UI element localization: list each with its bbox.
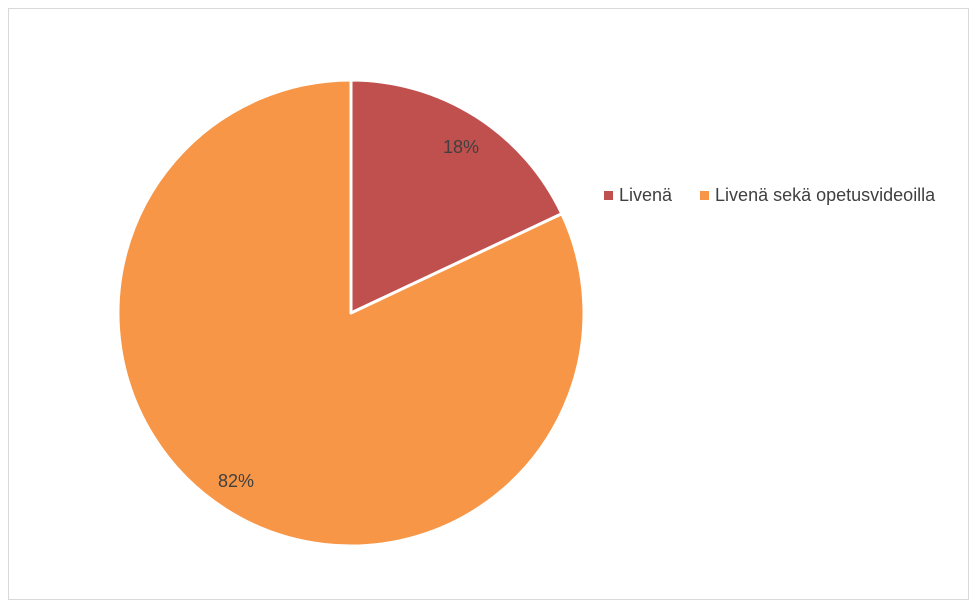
legend-item-livena: Livenä <box>604 185 672 206</box>
legend-item-livena-seka-opetusvideoilla: Livenä sekä opetusvideoilla <box>700 185 935 206</box>
legend: Livenä Livenä sekä opetusvideoilla <box>604 185 963 206</box>
pie-slice-livena <box>349 78 564 315</box>
chart-area: 18% 82% Livenä Livenä sekä opetusvideoill… <box>8 8 969 600</box>
pie-chart: 18% 82% <box>116 78 586 548</box>
data-label-livena: 18% <box>443 137 479 157</box>
legend-swatch-livena-seka-opetusvideoilla <box>700 191 710 200</box>
legend-swatch-livena <box>604 191 613 200</box>
pie-slice-livena-seka-opetusvideoilla <box>116 78 586 548</box>
pie-data-labels: 18% 82% <box>218 137 479 491</box>
pie-slices <box>116 78 586 548</box>
legend-label-livena: Livenä <box>619 185 673 205</box>
data-label-livena-seka-opetusvideoilla: 82% <box>218 471 254 491</box>
legend-label-livena-seka-opetusvideoilla: Livenä sekä opetusvideoilla <box>715 185 936 205</box>
